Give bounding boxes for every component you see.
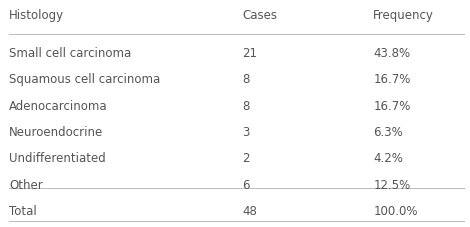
Text: Other: Other (9, 178, 43, 191)
Text: Squamous cell carcinoma: Squamous cell carcinoma (9, 73, 161, 86)
Text: 12.5%: 12.5% (373, 178, 410, 191)
Text: Histology: Histology (9, 9, 64, 22)
Text: 16.7%: 16.7% (373, 73, 411, 86)
Text: Undifferentiated: Undifferentiated (9, 152, 106, 165)
Text: Neuroendocrine: Neuroendocrine (9, 126, 103, 138)
Text: 43.8%: 43.8% (373, 47, 410, 60)
Text: 4.2%: 4.2% (373, 152, 403, 165)
Text: 6.3%: 6.3% (373, 126, 403, 138)
Text: 3: 3 (242, 126, 249, 138)
Text: 6: 6 (242, 178, 250, 191)
Text: 8: 8 (242, 99, 249, 112)
Text: 100.0%: 100.0% (373, 204, 418, 217)
Text: Frequency: Frequency (373, 9, 434, 22)
Text: Total: Total (9, 204, 37, 217)
Text: 8: 8 (242, 73, 249, 86)
Text: 21: 21 (242, 47, 257, 60)
Text: Adenocarcinoma: Adenocarcinoma (9, 99, 108, 112)
Text: Small cell carcinoma: Small cell carcinoma (9, 47, 132, 60)
Text: 48: 48 (242, 204, 257, 217)
Text: 2: 2 (242, 152, 250, 165)
Text: 16.7%: 16.7% (373, 99, 411, 112)
Text: Cases: Cases (242, 9, 277, 22)
